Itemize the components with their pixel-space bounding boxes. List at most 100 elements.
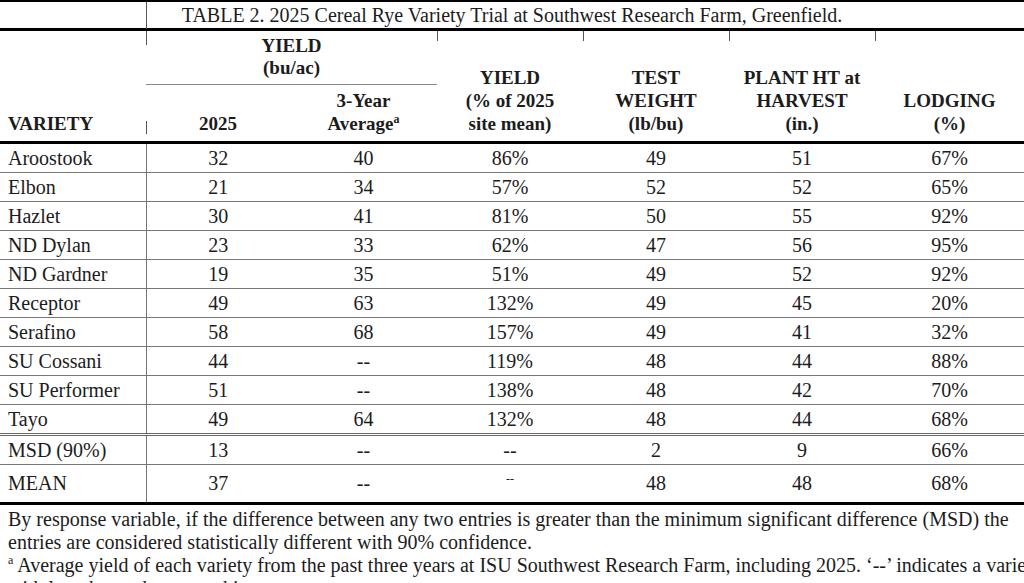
table-row: Receptor4963132%494520%: [0, 289, 1024, 318]
value-cell: 67%: [875, 143, 1024, 173]
value-cell: 52: [583, 173, 729, 202]
column-header-pct-site-mean: YIELD (% of 2025 site mean): [437, 31, 583, 143]
header-line: (lb/bu): [583, 112, 729, 135]
value-cell: --: [290, 465, 437, 504]
header-line: Averagea: [290, 112, 437, 135]
variety-cell: ND Dylan: [0, 231, 146, 260]
column-group-yield-bu-ac: YIELD (bu/ac): [146, 31, 437, 85]
variety-cell: Serafino: [0, 318, 146, 347]
table-row: Elbon213457%525265%: [0, 173, 1024, 202]
value-cell: 21: [146, 173, 290, 202]
value-cell: 32%: [875, 318, 1024, 347]
column-divider-tick: [437, 31, 438, 41]
value-cell: 132%: [437, 289, 583, 318]
value-cell: --: [290, 376, 437, 405]
value-cell: 34: [290, 173, 437, 202]
variety-cell: SU Performer: [0, 376, 146, 405]
table-row: MEAN37----484868%: [0, 465, 1024, 504]
table-row: Tayo4964132%484468%: [0, 405, 1024, 435]
footnote-marker-a: a: [8, 553, 13, 567]
header-line: PLANT HT at: [729, 66, 875, 89]
header-line: 3-Year: [290, 89, 437, 112]
value-cell: 30: [146, 202, 290, 231]
value-cell: 23: [146, 231, 290, 260]
value-cell: 132%: [437, 405, 583, 435]
value-cell: 49: [583, 289, 729, 318]
value-cell: 48: [583, 405, 729, 435]
value-cell: --: [290, 435, 437, 465]
table-row: SU Performer51--138%484270%: [0, 376, 1024, 405]
value-cell: 57%: [437, 173, 583, 202]
value-cell: 92%: [875, 202, 1024, 231]
value-cell: 51: [146, 376, 290, 405]
value-cell: 55: [729, 202, 875, 231]
header-line: (%): [875, 112, 1024, 135]
value-cell: 88%: [875, 347, 1024, 376]
footnote-a-line: a Average yield of each variety from the…: [8, 554, 1016, 577]
value-cell: 49: [583, 143, 729, 173]
value-cell: 51%: [437, 260, 583, 289]
table-row: MSD (90%)13----2966%: [0, 435, 1024, 465]
variety-cell: Aroostook: [0, 143, 146, 173]
value-cell: 42: [729, 376, 875, 405]
column-divider-tick: [146, 2, 147, 29]
header-line: HARVEST: [729, 89, 875, 112]
column-divider-tick: [875, 31, 876, 41]
value-cell: --: [290, 347, 437, 376]
variety-cell: Tayo: [0, 405, 146, 435]
column-divider-tick: [729, 31, 730, 41]
group-label-line: (bu/ac): [146, 57, 437, 79]
value-cell: 2: [583, 435, 729, 465]
value-cell: 119%: [437, 347, 583, 376]
value-cell: 44: [146, 347, 290, 376]
value-cell: 35: [290, 260, 437, 289]
value-cell: 50: [583, 202, 729, 231]
value-cell: 58: [146, 318, 290, 347]
value-cell: 49: [146, 405, 290, 435]
value-cell: 32: [146, 143, 290, 173]
value-cell: 64: [290, 405, 437, 435]
document-page: TABLE 2. 2025 Cereal Rye Variety Trial a…: [0, 0, 1024, 583]
variety-cell: MSD (90%): [0, 435, 146, 465]
footnote-text: Average yield of each variety from the p…: [17, 554, 1024, 576]
value-cell: 37: [146, 465, 290, 504]
value-cell: 48: [583, 347, 729, 376]
value-cell: 56: [729, 231, 875, 260]
value-cell: 47: [583, 231, 729, 260]
header-line: TEST: [583, 66, 729, 89]
value-cell: 44: [729, 405, 875, 435]
table-body: Aroostook324086%495167%Elbon213457%52526…: [0, 143, 1024, 504]
value-cell: 13: [146, 435, 290, 465]
column-header-lodging: LODGING (%): [875, 31, 1024, 143]
variety-cell: SU Cossani: [0, 347, 146, 376]
value-cell: 95%: [875, 231, 1024, 260]
column-header-variety: VARIETY: [0, 31, 146, 143]
value-cell: 157%: [437, 318, 583, 347]
value-cell: 65%: [875, 173, 1024, 202]
variety-trial-table: VARIETY YIELD (bu/ac) YIELD (% of 2025 s…: [0, 31, 1024, 505]
variety-cell: MEAN: [0, 465, 146, 504]
value-cell: 52: [729, 260, 875, 289]
variety-cell: Receptor: [0, 289, 146, 318]
table-row: Serafino5868157%494132%: [0, 318, 1024, 347]
value-cell: 66%: [875, 435, 1024, 465]
value-cell: 41: [729, 318, 875, 347]
value-cell: 68: [290, 318, 437, 347]
table-row: Hazlet304181%505592%: [0, 202, 1024, 231]
header-line: YIELD: [437, 66, 583, 89]
value-cell: --: [437, 435, 583, 465]
header-line: site mean): [437, 112, 583, 135]
header-line: (% of 2025: [437, 89, 583, 112]
value-cell: 51: [729, 143, 875, 173]
value-cell: 138%: [437, 376, 583, 405]
group-label-line: YIELD: [146, 35, 437, 57]
value-cell: 62%: [437, 231, 583, 260]
table-title: TABLE 2. 2025 Cereal Rye Variety Trial a…: [0, 0, 1024, 31]
value-cell: 49: [583, 260, 729, 289]
value-cell: 9: [729, 435, 875, 465]
table-row: Aroostook324086%495167%: [0, 143, 1024, 173]
value-cell: 44: [729, 347, 875, 376]
variety-cell: ND Gardner: [0, 260, 146, 289]
column-header-test-weight: TEST WEIGHT (lb/bu): [583, 31, 729, 143]
column-divider-tick: [146, 121, 147, 134]
